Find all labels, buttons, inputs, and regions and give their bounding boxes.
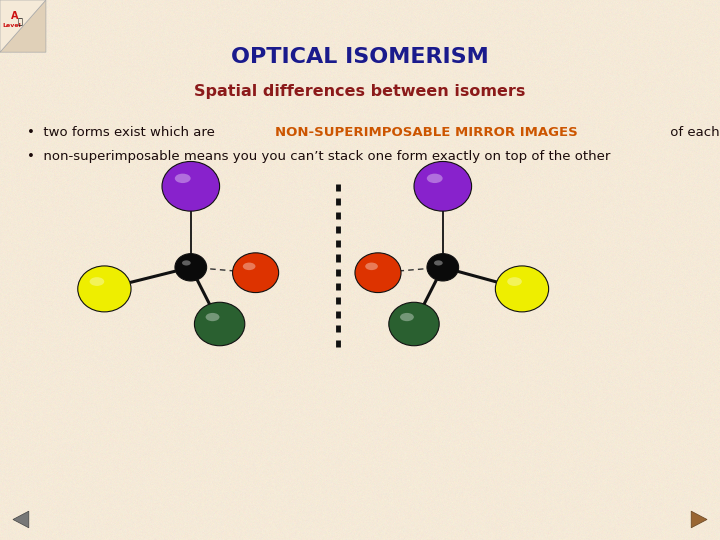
Ellipse shape: [400, 313, 414, 321]
Ellipse shape: [206, 313, 220, 321]
Text: •  non-superimposable means you you can’t stack one form exactly on top of the o: • non-superimposable means you you can’t…: [27, 150, 611, 163]
Ellipse shape: [194, 302, 245, 346]
Ellipse shape: [495, 266, 549, 312]
Text: A: A: [12, 11, 19, 21]
Ellipse shape: [389, 302, 439, 346]
Ellipse shape: [414, 161, 472, 211]
Text: of each other: of each other: [666, 126, 720, 139]
Text: •  two forms exist which are: • two forms exist which are: [27, 126, 220, 139]
Polygon shape: [0, 0, 46, 52]
Ellipse shape: [78, 266, 131, 312]
Ellipse shape: [175, 174, 191, 183]
Ellipse shape: [427, 174, 443, 183]
Ellipse shape: [365, 262, 378, 270]
Ellipse shape: [175, 254, 207, 281]
Polygon shape: [691, 511, 707, 528]
Ellipse shape: [427, 254, 459, 281]
Text: NON-SUPERIMPOSABLE MIRROR IMAGES: NON-SUPERIMPOSABLE MIRROR IMAGES: [275, 126, 578, 139]
Ellipse shape: [243, 262, 256, 270]
Ellipse shape: [162, 161, 220, 211]
Text: Spatial differences between isomers: Spatial differences between isomers: [194, 84, 526, 99]
Polygon shape: [0, 0, 46, 52]
Ellipse shape: [434, 260, 443, 266]
Ellipse shape: [182, 260, 191, 266]
Ellipse shape: [507, 277, 522, 286]
Ellipse shape: [233, 253, 279, 293]
Polygon shape: [13, 511, 29, 528]
Text: OPTICAL ISOMERISM: OPTICAL ISOMERISM: [231, 46, 489, 67]
Text: 🌲: 🌲: [18, 17, 23, 26]
Ellipse shape: [89, 277, 104, 286]
Ellipse shape: [355, 253, 401, 293]
Text: Level: Level: [2, 23, 22, 28]
